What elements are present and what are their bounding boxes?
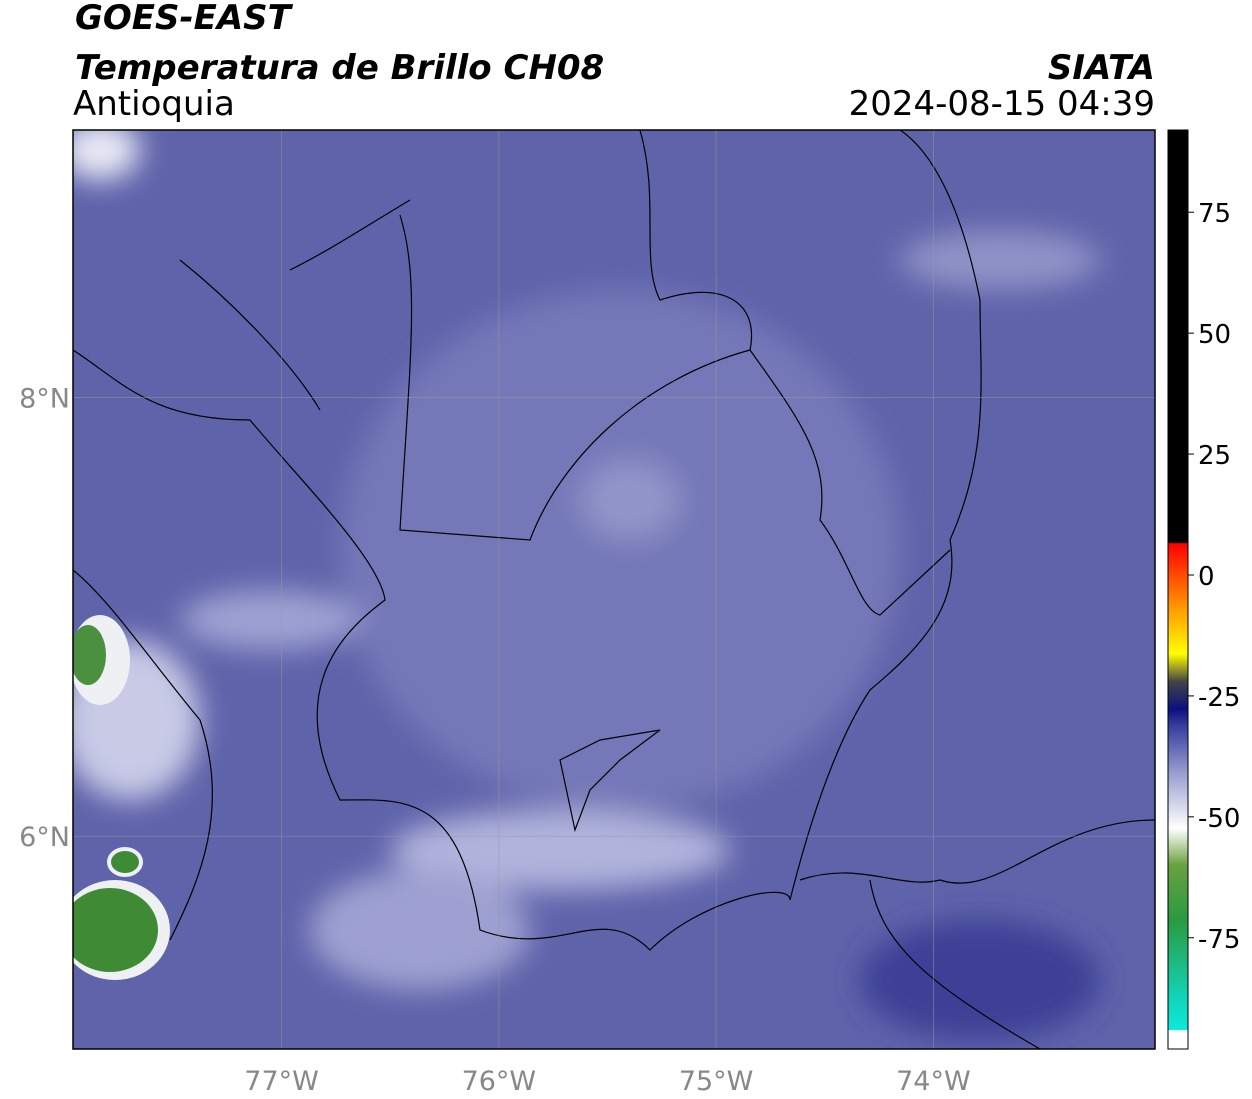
region: Antioquia [73, 84, 235, 124]
colorbar-tick-label: 0 [1198, 562, 1215, 592]
colorbar-tick-label: 50 [1198, 320, 1231, 350]
source: SIATA [1048, 48, 1155, 88]
colorbar-tick-label: -50 [1198, 804, 1240, 834]
x-tick-label: 75°W [679, 1066, 754, 1097]
map-frame [72, 129, 1156, 1050]
y-tick-label: 6°N [19, 822, 70, 853]
colorbar-tick-label: -75 [1198, 925, 1240, 955]
map-image [73, 130, 1155, 1049]
datetime: 2024-08-15 04:39 [849, 84, 1155, 124]
colorbar [1167, 129, 1189, 1050]
colorbar-tick-label: 75 [1198, 199, 1231, 229]
colorbar-tick-label: 25 [1198, 441, 1231, 471]
x-tick-label: 74°W [896, 1066, 971, 1097]
product: Temperatura de Brillo CH08 [75, 48, 604, 88]
colorbar-tick-label: -25 [1198, 683, 1240, 713]
satellite: GOES-EAST [75, 0, 294, 38]
x-tick-label: 77°W [244, 1066, 319, 1097]
x-tick-label: 76°W [462, 1066, 537, 1097]
y-tick-label: 8°N [19, 384, 70, 415]
